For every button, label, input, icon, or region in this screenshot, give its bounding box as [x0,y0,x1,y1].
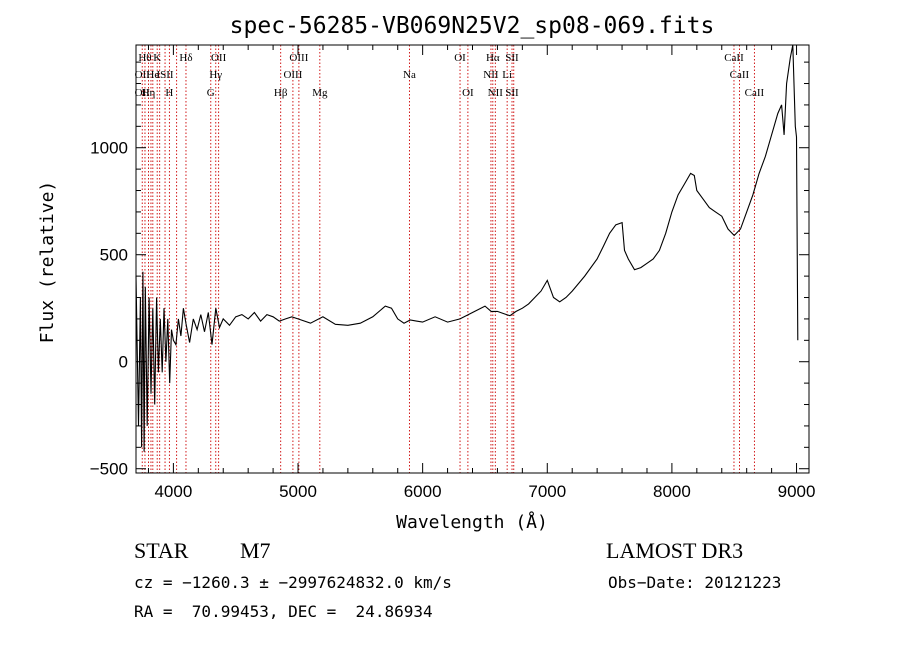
line-label: G [207,87,215,99]
x-tick-label: 7000 [528,482,566,501]
line-label: OIII [289,52,308,64]
line-label: OII [211,52,227,64]
line-label: CaII [730,69,750,81]
line-label: K [153,52,161,64]
line-label: ISII [156,69,173,81]
y-tick-label: 0 [119,353,128,372]
line-label: CaII [724,52,744,64]
x-tick-label: 8000 [653,482,691,501]
line-label: OI [454,52,466,64]
x-axis-label: Wavelength (Å) [396,511,548,533]
y-axis-label: Flux (relative) [37,181,58,344]
y-tick-label: 1000 [90,139,128,158]
line-label: CaII [745,87,765,99]
object-subclass: M7 [240,538,271,563]
coordinates-readout: RA = 70.99453, DEC = 24.86934 [134,602,433,621]
line-label: OII [135,87,151,99]
line-label: H [165,87,173,99]
object-class: STAR [134,538,189,563]
observation-date: Obs−Date: 20121223 [608,573,782,592]
x-tick-label: 4000 [154,482,192,501]
x-tick-label: 9000 [778,482,816,501]
line-label: Na [403,69,416,81]
line-label: Hθ [138,52,151,64]
survey-name: LAMOST DR3 [606,538,744,563]
line-label: Hβ [274,87,288,99]
redshift-readout: cz = −1260.3 ± −2997624832.0 km/s [134,573,452,592]
line-label: He [146,69,159,81]
spectral-line-markers [141,45,755,473]
line-label: OIII [283,69,302,81]
line-label: Li [502,69,512,81]
y-axis-ticks: −500 0 500 1000 [90,61,809,479]
y-tick-label: 500 [100,246,128,265]
line-label: NII [488,87,504,99]
plot-frame [135,44,810,474]
x-tick-label: 6000 [404,482,442,501]
line-label: Mg [312,87,328,99]
line-label: OII [135,69,151,81]
flux-series-line [135,44,799,452]
x-tick-label: 5000 [279,482,317,501]
line-label: Hη [142,87,156,99]
line-label: Hα [486,52,500,64]
x-axis-ticks: 4000 5000 6000 7000 8000 9000 [147,45,816,501]
line-label: OI [462,87,474,99]
line-label: NII [483,69,499,81]
line-label: SII [505,87,519,99]
line-label: SII [505,52,519,64]
chart-title: spec-56285-VB069N25V2_sp08-069.fits [230,13,715,39]
line-label: Hγ [209,69,222,81]
y-tick-label: −500 [90,460,128,479]
line-label: Hδ [179,52,192,64]
